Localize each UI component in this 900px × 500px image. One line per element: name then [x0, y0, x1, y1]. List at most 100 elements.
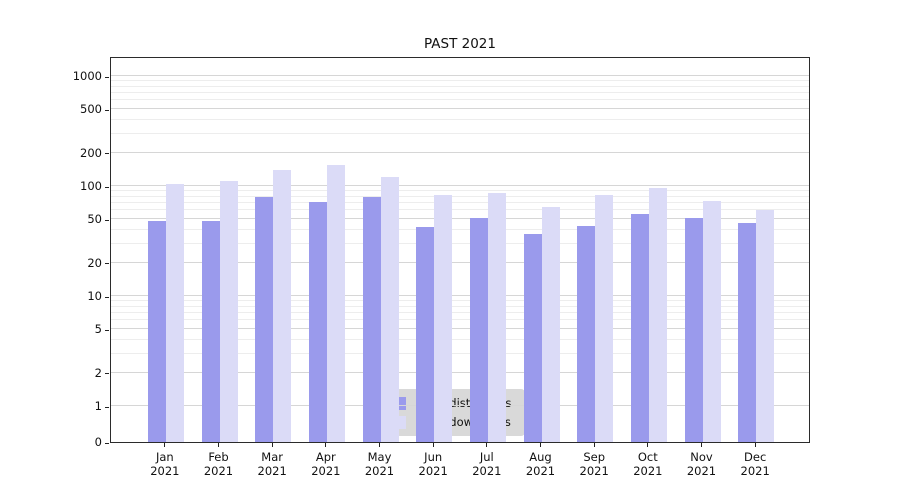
x-label-year: 2021: [740, 464, 770, 478]
x-label-year: 2021: [472, 464, 502, 478]
x-axis-tick-mark: [218, 443, 219, 447]
x-label-year: 2021: [311, 464, 341, 478]
major-gridline: [111, 151, 809, 153]
y-axis-tick-label: 500: [80, 102, 102, 117]
bar-downloads-oct: [648, 188, 667, 442]
x-axis-tick-mark: [540, 443, 541, 447]
y-axis-tick-mark: [105, 186, 109, 188]
bar-downloads-jan: [165, 183, 184, 442]
bar-downloads-dec: [756, 209, 775, 442]
bar-downloads-jun: [434, 195, 453, 442]
x-axis-tick-mark: [432, 443, 434, 447]
major-gridline: [111, 328, 809, 330]
minor-gridline: [111, 209, 809, 211]
minor-gridline: [111, 202, 809, 204]
minor-gridline: [111, 228, 809, 230]
major-gridline: [111, 371, 809, 373]
minor-gridline: [111, 305, 809, 307]
x-axis-tick-mark: [325, 443, 327, 447]
y-axis-tick-label: 100: [80, 179, 102, 193]
y-axis-tick-label: 50: [87, 212, 102, 227]
x-label-year: 2021: [525, 464, 556, 478]
major-gridline: [111, 108, 809, 110]
minor-gridline: [111, 118, 809, 120]
major-gridline: [111, 218, 809, 220]
bar-downloads-feb: [219, 181, 238, 442]
x-axis-tick-label: Sep 2021: [564, 450, 624, 478]
x-label-month: May: [367, 450, 392, 464]
minor-gridline: [111, 195, 809, 197]
bar-distinct-ips-sep: [577, 226, 596, 442]
x-axis-tick-mark: [754, 443, 756, 447]
bar-distinct-ips-oct: [630, 213, 649, 442]
bar-downloads-mar: [273, 169, 292, 442]
x-label-month: Sep: [583, 450, 605, 464]
y-axis-tick-mark: [105, 329, 109, 331]
x-label-month: Nov: [690, 450, 713, 464]
x-axis-tick-label: Feb 2021: [189, 450, 249, 478]
x-axis-tick-label: Apr 2021: [296, 450, 356, 478]
x-label-year: 2021: [203, 464, 234, 478]
x-axis-tick-label: May 2021: [350, 450, 410, 478]
minor-gridline: [111, 132, 809, 134]
x-label-year: 2021: [364, 464, 395, 478]
bar-distinct-ips-nov: [684, 218, 703, 442]
bar-distinct-ips-jul: [469, 218, 488, 442]
bar-distinct-ips-jan: [147, 221, 166, 442]
x-axis-tick-label: Jan 2021: [135, 450, 195, 478]
y-axis-tick-mark: [105, 219, 109, 221]
x-axis-tick-mark: [647, 443, 649, 447]
x-label-month: Apr: [315, 450, 336, 464]
major-gridline: [111, 261, 809, 263]
x-axis-tick-label: Dec 2021: [725, 450, 785, 478]
y-axis-tick-label: 200: [80, 145, 102, 160]
y-axis-tick-label: 0: [94, 435, 102, 449]
bar-downloads-nov: [702, 201, 721, 442]
x-label-month: Jun: [424, 450, 443, 464]
y-axis-tick-label: 1000: [72, 69, 102, 83]
x-axis-tick-label: Jun 2021: [403, 450, 463, 478]
minor-gridline: [111, 242, 809, 244]
x-axis-tick-mark: [701, 443, 702, 447]
y-axis-tick-label: 5: [94, 322, 102, 337]
x-axis-tick-mark: [593, 443, 595, 447]
x-label-year: 2021: [257, 464, 287, 478]
minor-gridline: [111, 190, 809, 192]
y-axis-tick-mark: [105, 263, 109, 265]
y-axis-tick-label: 20: [87, 255, 102, 270]
bar-distinct-ips-may: [362, 196, 381, 442]
x-label-month: Oct: [637, 450, 658, 464]
x-label-year: 2021: [150, 464, 180, 478]
minor-gridline: [111, 85, 809, 87]
y-axis-tick-mark: [105, 296, 109, 298]
x-label-month: Feb: [208, 450, 229, 464]
x-label-month: Dec: [744, 450, 767, 464]
y-axis-tick-mark: [105, 442, 109, 444]
y-axis-tick-label: 2: [94, 365, 102, 380]
minor-gridline: [111, 312, 809, 314]
bar-distinct-ips-dec: [738, 223, 757, 442]
x-axis-tick-label: Oct 2021: [618, 450, 678, 478]
x-axis-tick-label: Mar 2021: [242, 450, 302, 478]
x-axis-tick-label: Aug 2021: [511, 450, 571, 478]
y-axis-tick-mark: [105, 76, 109, 78]
bar-downloads-sep: [595, 195, 614, 442]
minor-gridline: [111, 300, 809, 302]
bar-downloads-aug: [541, 207, 560, 442]
minor-gridline: [111, 92, 809, 94]
x-label-year: 2021: [686, 464, 717, 478]
bar-distinct-ips-apr: [308, 201, 327, 442]
y-axis-tick-mark: [105, 109, 109, 111]
y-axis-tick-mark: [105, 373, 109, 375]
x-label-year: 2021: [633, 464, 663, 478]
minor-gridline: [111, 80, 809, 82]
bar-distinct-ips-feb: [201, 221, 220, 442]
x-label-year: 2021: [579, 464, 609, 478]
bar-downloads-jul: [487, 193, 506, 442]
bar-distinct-ips-jun: [416, 227, 435, 442]
major-gridline: [111, 75, 809, 76]
x-label-month: Jan: [155, 450, 174, 464]
y-axis-tick-label: 1: [94, 399, 102, 413]
bar-distinct-ips-aug: [523, 233, 542, 442]
